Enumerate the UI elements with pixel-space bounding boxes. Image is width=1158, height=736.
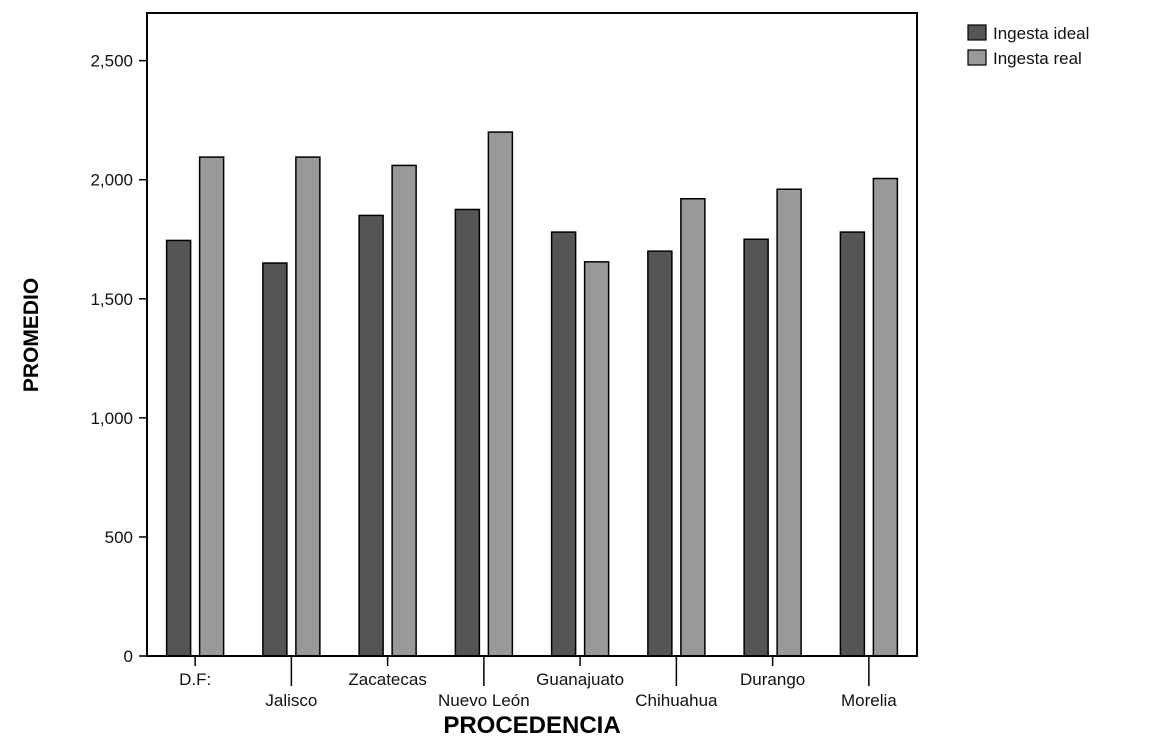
bar-ingesta-real [872, 177, 899, 657]
bar-ingesta-ideal [839, 231, 866, 657]
x-tick-label: Guanajuato [536, 670, 624, 689]
legend-label-ingesta-ideal: Ingesta ideal [993, 24, 1089, 43]
x-tick-label: Jalisco [265, 691, 317, 710]
bar-ingesta-real [776, 188, 802, 657]
bar-ingesta-ideal [647, 250, 673, 657]
legend: Ingesta ideal Ingesta real [967, 24, 1089, 68]
bar-ingesta-ideal [262, 262, 288, 657]
legend-swatch-ingesta-real [967, 49, 987, 66]
x-axis-title: PROCEDENCIA [443, 712, 620, 736]
x-tick-label: Morelia [841, 691, 897, 710]
bar-ingesta-real [583, 261, 610, 657]
bar-ingesta-ideal [743, 238, 769, 657]
bars-layer [165, 131, 899, 657]
bar-ingesta-real [680, 198, 706, 657]
x-tick-label: Chihuahua [635, 691, 718, 710]
bar-ingesta-ideal [550, 231, 577, 657]
y-tick-label: 1,000 [90, 409, 133, 428]
x-tick-label: Nuevo León [438, 691, 530, 710]
x-tick-label: D.F: [179, 670, 211, 689]
x-axis: D.F: Jalisco Zacatecas Nuevo León Guanajuato… [179, 656, 897, 710]
bar-ingesta-real [198, 156, 225, 657]
bar-ingesta-ideal [165, 239, 192, 657]
y-tick-label: 2,000 [90, 171, 133, 190]
y-axis: 0 500 1,000 1,500 2,000 2,500 [90, 52, 147, 666]
y-tick-label: 2,500 [90, 52, 133, 71]
plot-frame [146, 12, 918, 657]
legend-label-ingesta-real: Ingesta real [993, 49, 1082, 68]
bar-ingesta-real [295, 156, 321, 657]
bar-ingesta-real [487, 131, 514, 657]
y-axis-title: PROMEDIO [20, 278, 43, 392]
bar-ingesta-ideal [358, 214, 384, 657]
bar-ingesta-real [391, 164, 417, 657]
y-tick-label: 1,500 [90, 290, 133, 309]
bar-ingesta-ideal [454, 208, 481, 657]
y-tick-label: 0 [124, 647, 133, 666]
x-tick-label: Zacatecas [348, 670, 426, 689]
y-tick-label: 500 [105, 528, 133, 547]
legend-swatch-ingesta-ideal [967, 24, 987, 41]
x-tick-label: Durango [740, 670, 805, 689]
